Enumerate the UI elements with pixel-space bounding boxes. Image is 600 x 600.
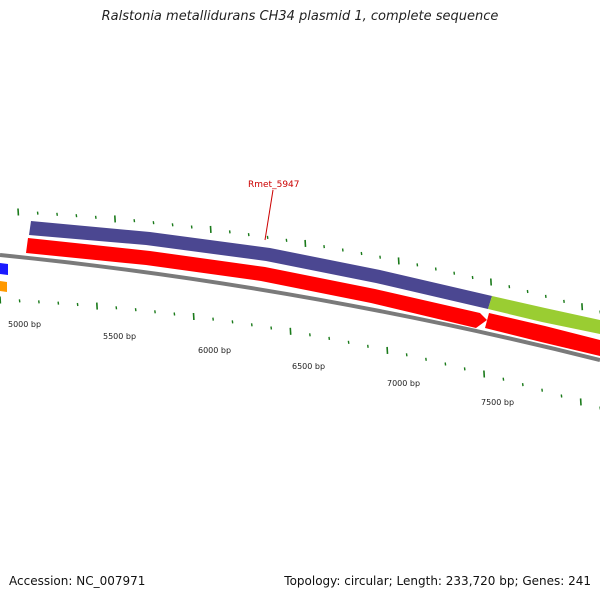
scale-label-5500: 5500 bp [103,332,136,341]
tick-marks-upper [17,208,600,314]
scale-label-6000: 6000 bp [198,346,231,355]
gene-orange[interactable] [0,281,7,292]
scale-label-5000: 5000 bp [8,320,41,329]
scale-label-7000: 7000 bp [387,379,420,388]
map-title: Ralstonia metallidurans CH34 plasmid 1, … [101,9,499,24]
sequence-backbone [0,253,600,362]
gene-callout-line [264,189,274,241]
tick-marks-lower [0,296,600,410]
gene-callout-label[interactable]: Rmet_5947 [248,180,300,190]
accession-text: Accession: NC_007971 [9,574,146,588]
scale-label-7500: 7500 bp [481,398,514,407]
gene-green[interactable] [488,296,600,334]
topology-text: Topology: circular; Length: 233,720 bp; … [284,574,591,588]
gene-blue[interactable] [0,263,8,275]
gene-red-2[interactable] [485,313,600,356]
gene-red-1[interactable] [26,238,487,328]
scale-label-6500: 6500 bp [292,362,325,371]
gene-purple-rmet-5947[interactable] [29,221,492,309]
